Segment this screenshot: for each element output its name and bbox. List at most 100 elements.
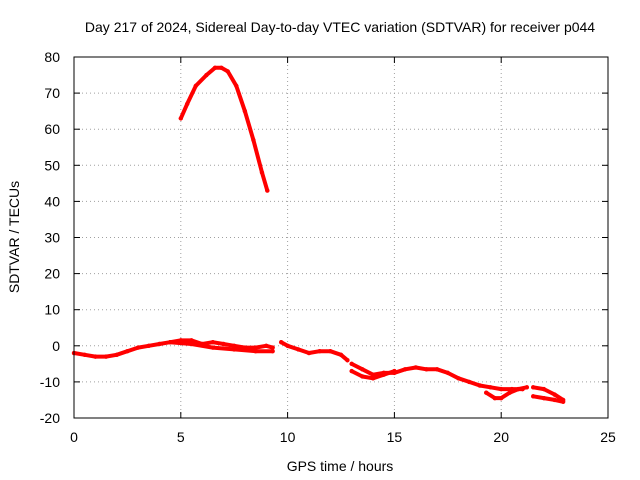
data-point bbox=[264, 343, 269, 348]
data-point bbox=[349, 368, 354, 374]
x-tick-label: 0 bbox=[70, 429, 78, 445]
data-point bbox=[125, 349, 130, 354]
x-tick-label: 25 bbox=[600, 429, 616, 445]
data-point bbox=[328, 349, 333, 354]
data-point bbox=[552, 397, 557, 403]
data-point bbox=[167, 339, 173, 345]
y-axis-label: SDTVAR / TECUs bbox=[6, 181, 22, 293]
data-point bbox=[103, 354, 109, 359]
data-point bbox=[232, 343, 237, 348]
data-point bbox=[456, 376, 461, 381]
y-tick-label: 50 bbox=[44, 157, 60, 173]
data-point bbox=[499, 395, 504, 401]
series-line-arc-low-5 bbox=[531, 385, 566, 402]
data-point bbox=[210, 339, 216, 345]
data-point bbox=[212, 65, 218, 71]
y-tick-label: 80 bbox=[44, 49, 60, 65]
data-point bbox=[278, 339, 284, 345]
data-point bbox=[270, 345, 275, 350]
data-point bbox=[360, 374, 365, 379]
y-tick-label: 60 bbox=[44, 121, 60, 137]
data-point bbox=[524, 385, 530, 390]
data-point bbox=[232, 347, 237, 352]
y-tick-label: 0 bbox=[52, 338, 60, 354]
y-tick-label: 30 bbox=[44, 230, 60, 246]
data-point bbox=[242, 108, 248, 114]
data-point bbox=[370, 376, 376, 381]
y-tick-label: -20 bbox=[40, 410, 60, 426]
data-point bbox=[541, 386, 547, 392]
data-point bbox=[370, 372, 376, 377]
data-point bbox=[210, 345, 216, 350]
data-point bbox=[402, 367, 408, 372]
data-point bbox=[259, 170, 265, 175]
data-point bbox=[381, 372, 386, 377]
y-axis: -20 -10 0 10 20 30 40 50 60 70 80 bbox=[40, 49, 608, 426]
data-point bbox=[434, 367, 440, 372]
series-line-arc-high bbox=[178, 65, 270, 193]
data-point bbox=[253, 345, 258, 350]
data-point bbox=[253, 349, 258, 354]
series-line-arc-low-5b bbox=[531, 394, 566, 404]
data-point bbox=[345, 358, 350, 363]
data-point bbox=[541, 395, 547, 401]
chart-title: Day 217 of 2024, Sidereal Day-to-day VTE… bbox=[85, 19, 595, 35]
data-point bbox=[114, 352, 119, 358]
data-point bbox=[225, 69, 230, 74]
data-point bbox=[204, 72, 209, 78]
data-point bbox=[185, 101, 190, 107]
data-point bbox=[135, 345, 141, 350]
series-group bbox=[71, 65, 566, 404]
data-point bbox=[360, 367, 365, 372]
data-point bbox=[146, 343, 151, 348]
x-tick-label: 20 bbox=[493, 429, 509, 445]
data-point bbox=[317, 349, 322, 354]
data-point bbox=[552, 392, 557, 397]
data-point bbox=[516, 386, 521, 392]
data-point bbox=[492, 395, 497, 401]
data-point bbox=[221, 341, 226, 347]
data-point bbox=[466, 379, 472, 385]
data-point bbox=[413, 365, 418, 370]
data-point bbox=[445, 370, 450, 376]
x-axis-label: GPS time / hours bbox=[287, 458, 394, 474]
y-tick-label: 70 bbox=[44, 85, 60, 101]
data-point bbox=[349, 361, 354, 367]
data-point bbox=[189, 341, 194, 347]
data-point bbox=[234, 83, 239, 89]
data-point bbox=[193, 83, 198, 89]
data-point bbox=[484, 390, 489, 395]
data-point bbox=[499, 386, 504, 392]
data-point bbox=[265, 188, 270, 193]
data-point bbox=[296, 347, 301, 352]
x-axis: 0 5 10 15 20 25 bbox=[70, 57, 616, 445]
data-point bbox=[189, 338, 194, 343]
data-point bbox=[251, 137, 256, 143]
data-point bbox=[82, 352, 87, 358]
series-line-arc-low-2 bbox=[279, 340, 350, 363]
y-tick-label: 20 bbox=[44, 266, 60, 282]
grid-lines bbox=[74, 57, 608, 418]
data-point bbox=[531, 394, 536, 399]
y-tick-label: 40 bbox=[44, 193, 60, 209]
data-point bbox=[306, 350, 312, 356]
data-point bbox=[219, 65, 224, 71]
data-point bbox=[560, 399, 566, 404]
series-line-arc-low-1b bbox=[168, 340, 275, 354]
data-point bbox=[285, 343, 290, 348]
y-tick-label: 10 bbox=[44, 302, 60, 318]
y-tick-label: -10 bbox=[40, 374, 60, 390]
data-point bbox=[338, 352, 344, 358]
data-point bbox=[93, 354, 98, 359]
data-point bbox=[424, 367, 429, 372]
data-point bbox=[178, 116, 183, 121]
data-point bbox=[392, 368, 397, 374]
data-point bbox=[477, 383, 483, 388]
data-point bbox=[507, 390, 512, 395]
x-tick-label: 15 bbox=[387, 429, 403, 445]
data-point bbox=[157, 341, 162, 347]
data-point bbox=[270, 349, 275, 354]
data-point bbox=[531, 385, 536, 390]
data-point bbox=[488, 385, 493, 390]
